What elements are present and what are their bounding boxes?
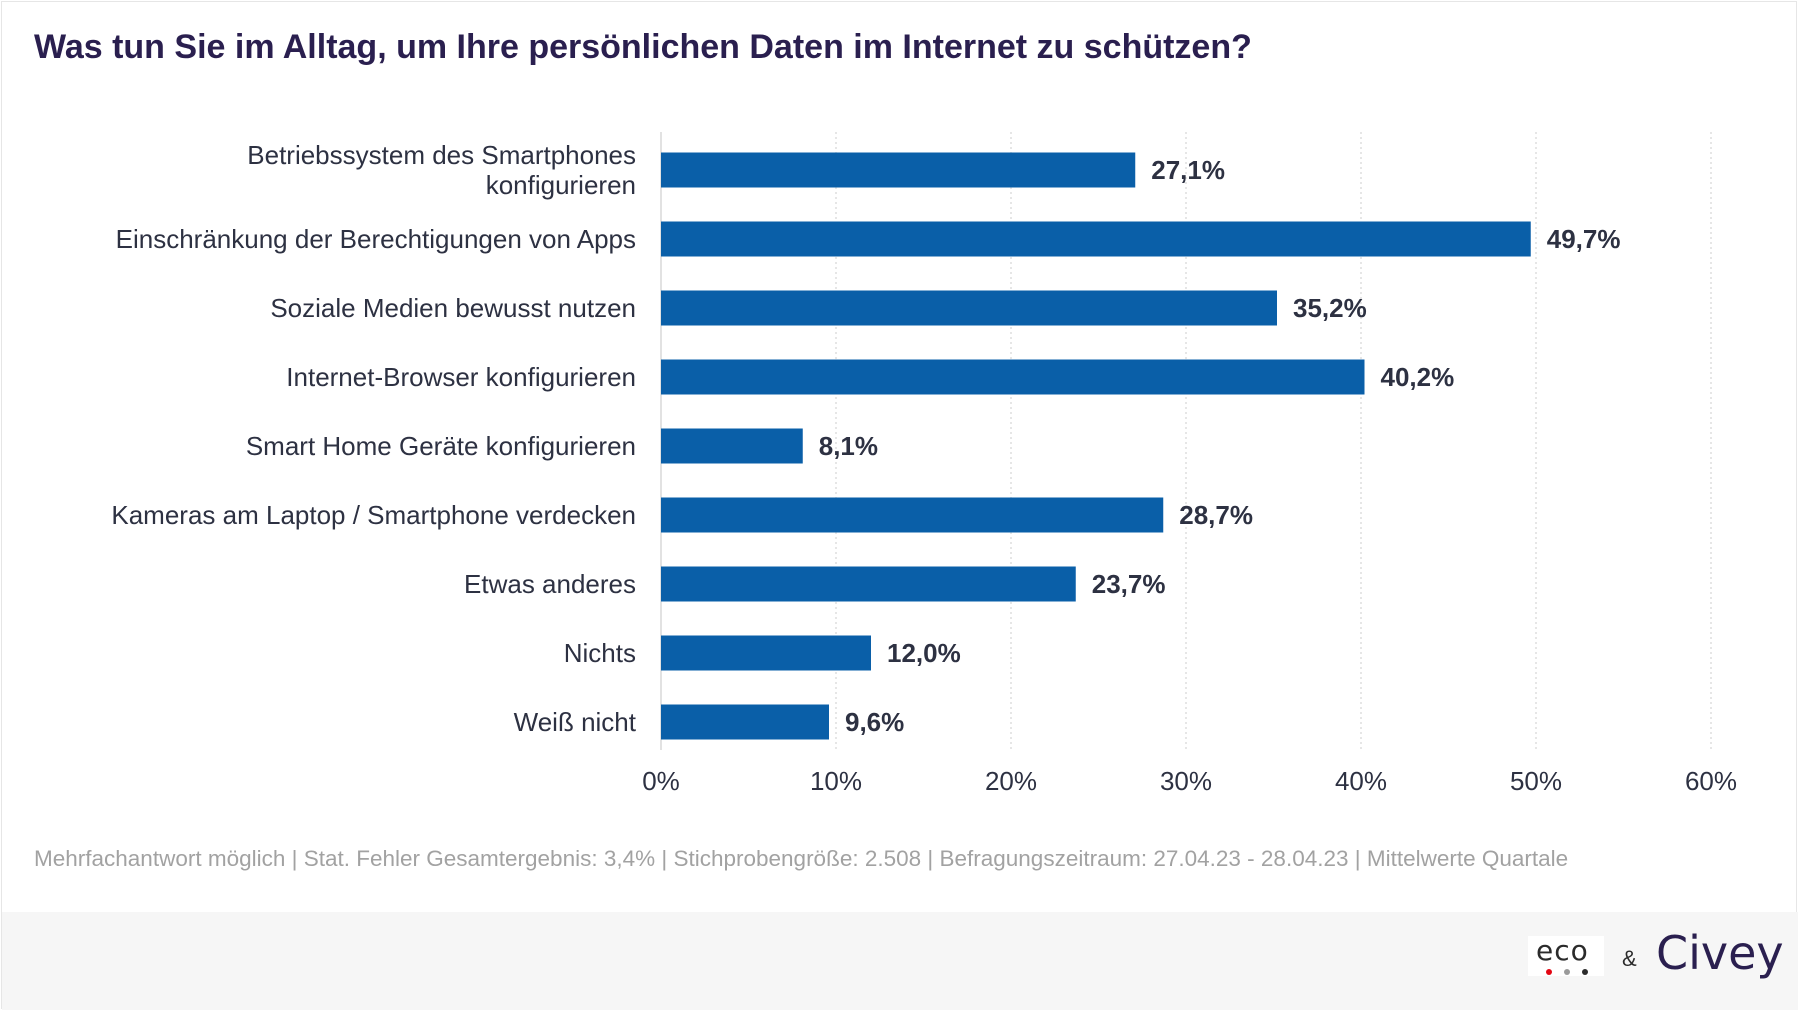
x-tick-label: 40% xyxy=(1335,766,1387,796)
category-label: Internet-Browser konfigurieren xyxy=(286,362,636,392)
bar xyxy=(661,635,871,671)
bar xyxy=(661,497,1164,533)
category-label-line: Internet-Browser konfigurieren xyxy=(286,362,636,392)
eco-logo-text: eco xyxy=(1536,934,1589,967)
bar xyxy=(661,290,1277,326)
bar xyxy=(661,221,1531,257)
chart-title: Was tun Sie im Alltag, um Ihre persönlic… xyxy=(34,28,1252,66)
category-label-line: Soziale Medien bewusst nutzen xyxy=(270,293,636,323)
logo-ampersand: & xyxy=(1622,946,1637,971)
category-label: Soziale Medien bewusst nutzen xyxy=(270,293,636,323)
value-label: 8,1% xyxy=(819,431,878,461)
footer-band xyxy=(2,912,1798,1010)
category-label-line: Smart Home Geräte konfigurieren xyxy=(246,431,636,461)
eco-logo-dot-red xyxy=(1546,969,1552,975)
category-label: Kameras am Laptop / Smartphone verdecken xyxy=(111,500,636,530)
category-label-line: Betriebssystem des Smartphones xyxy=(247,140,636,170)
category-label: Etwas anderes xyxy=(464,569,636,599)
category-label-line: Nichts xyxy=(564,638,636,668)
value-label: 9,6% xyxy=(845,707,904,737)
x-tick-label: 0% xyxy=(642,766,680,796)
x-tick-label: 20% xyxy=(985,766,1037,796)
category-label-line: konfigurieren xyxy=(486,170,636,200)
x-tick-label: 60% xyxy=(1685,766,1737,796)
bar-chart: 27,1% Betriebssystem des Smartphones konfi… xyxy=(111,132,1737,796)
category-label-line: Etwas anderes xyxy=(464,569,636,599)
value-label: 23,7% xyxy=(1092,569,1166,599)
category-label: Einschränkung der Berechtigungen von App… xyxy=(116,224,636,254)
x-tick-label: 30% xyxy=(1160,766,1212,796)
x-tick-label: 10% xyxy=(810,766,862,796)
eco-logo: eco xyxy=(1528,934,1604,976)
bar xyxy=(661,152,1136,188)
category-label: Weiß nicht xyxy=(514,707,637,737)
value-label: 49,7% xyxy=(1547,224,1621,254)
eco-logo-dot-dark xyxy=(1582,969,1588,975)
category-label: Nichts xyxy=(564,638,636,668)
value-label: 12,0% xyxy=(887,638,961,668)
value-label: 35,2% xyxy=(1293,293,1367,323)
value-label: 40,2% xyxy=(1381,362,1455,392)
civey-logo: Civey xyxy=(1656,926,1784,980)
bar xyxy=(661,359,1365,395)
category-label-line: Kameras am Laptop / Smartphone verdecken xyxy=(111,500,636,530)
category-label: Betriebssystem des Smartphones konfigurie… xyxy=(247,140,636,200)
x-tick-label: 50% xyxy=(1510,766,1562,796)
bar xyxy=(661,428,803,464)
bar xyxy=(661,704,829,740)
category-label: Smart Home Geräte konfigurieren xyxy=(246,431,636,461)
value-label: 28,7% xyxy=(1179,500,1253,530)
footnote: Mehrfachantwort möglich | Stat. Fehler G… xyxy=(34,846,1569,871)
bar xyxy=(661,566,1076,602)
eco-logo-dot-grey xyxy=(1564,969,1570,975)
category-label-line: Weiß nicht xyxy=(514,707,637,737)
category-label-line: Einschränkung der Berechtigungen von App… xyxy=(116,224,636,254)
value-label: 27,1% xyxy=(1151,155,1225,185)
